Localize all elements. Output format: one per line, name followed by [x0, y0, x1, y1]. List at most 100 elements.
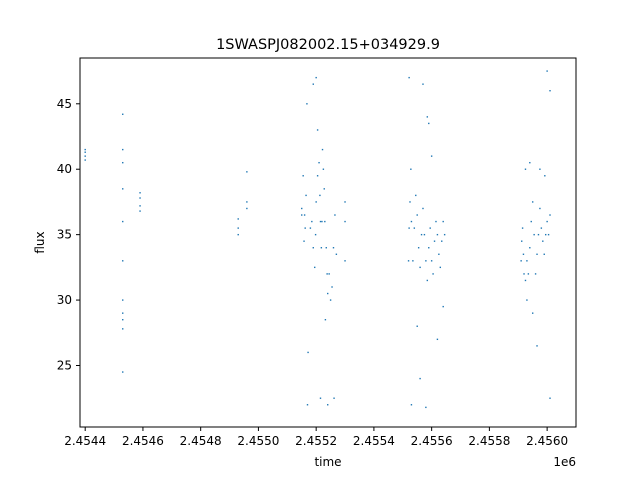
data-point	[246, 207, 248, 210]
data-point	[443, 233, 446, 236]
data-point	[320, 247, 323, 249]
data-point	[539, 207, 541, 210]
data-point	[344, 201, 346, 203]
data-point	[332, 247, 335, 249]
data-point	[334, 214, 336, 216]
x-axis-ticks: 2.4544 2.4546 2.4548 2.4550 2.4552 2.4554 2.45…	[64, 427, 568, 448]
data-point	[543, 253, 545, 255]
data-point	[428, 247, 430, 249]
data-point	[314, 266, 316, 269]
data-point	[237, 233, 239, 236]
data-point	[549, 397, 551, 399]
data-point	[546, 220, 548, 223]
x-tick-label: 2.4548	[180, 434, 222, 448]
data-point	[542, 240, 544, 242]
data-point	[442, 305, 444, 308]
data-point	[442, 220, 444, 223]
data-point	[84, 148, 86, 151]
data-point	[319, 220, 322, 223]
data-point	[409, 201, 411, 203]
x-tick-label: 2.4546	[122, 434, 164, 448]
y-tick-label: 35	[57, 228, 72, 242]
data-point	[84, 159, 86, 161]
data-point	[521, 240, 523, 242]
data-point	[302, 175, 304, 177]
data-point	[422, 83, 424, 85]
data-point	[529, 247, 531, 249]
data-point	[326, 273, 328, 275]
data-point	[322, 168, 325, 170]
data-point	[306, 404, 309, 406]
data-point	[533, 233, 535, 236]
data-point	[304, 227, 306, 229]
data-point	[534, 273, 537, 275]
x-tick-label: 2.4544	[64, 434, 106, 448]
data-point	[237, 218, 239, 220]
data-point	[407, 260, 410, 262]
data-point	[416, 214, 418, 216]
data-point	[318, 161, 320, 164]
data-point	[315, 76, 317, 79]
data-point	[522, 253, 525, 255]
data-point	[408, 76, 410, 79]
data-point	[311, 220, 313, 223]
data-point	[422, 207, 424, 210]
data-point	[417, 247, 420, 249]
data-point	[415, 194, 417, 197]
data-point	[314, 233, 317, 236]
data-point	[520, 260, 522, 262]
data-point	[527, 273, 530, 275]
data-point	[122, 188, 124, 190]
data-point	[319, 397, 322, 399]
data-point	[122, 220, 124, 223]
data-point	[312, 247, 314, 249]
x-tick-label: 2.4556	[411, 434, 453, 448]
data-point	[549, 90, 551, 92]
data-point	[323, 188, 325, 190]
data-point	[430, 260, 433, 262]
data-point	[139, 192, 141, 194]
data-point	[122, 161, 124, 164]
x-tick-label: 2.4550	[237, 434, 279, 448]
data-point	[438, 253, 440, 255]
y-axis-label: flux	[33, 231, 47, 253]
data-point	[329, 299, 332, 301]
data-point	[246, 201, 248, 203]
data-point	[408, 227, 410, 229]
data-point	[413, 227, 416, 229]
data-point	[536, 253, 538, 255]
x-tick-label: 2.4558	[468, 434, 510, 448]
data-point	[524, 168, 527, 170]
data-point	[439, 266, 442, 269]
data-point	[547, 233, 550, 236]
data-point	[122, 299, 124, 301]
data-point	[436, 233, 439, 236]
x-axis-offset-label: 1e6	[553, 455, 576, 469]
x-tick-label: 2.4560	[526, 434, 568, 448]
data-point	[420, 233, 423, 236]
data-point	[305, 194, 307, 197]
data-point	[333, 397, 335, 399]
data-point	[331, 286, 333, 288]
data-point	[237, 227, 239, 229]
data-point	[139, 210, 141, 212]
data-point	[309, 227, 312, 229]
data-point	[433, 240, 436, 242]
data-point	[324, 220, 326, 223]
data-point	[307, 351, 309, 354]
data-point	[416, 325, 418, 327]
data-point	[321, 220, 323, 223]
data-point	[426, 279, 429, 282]
x-axis-label: time	[314, 455, 341, 469]
data-point	[546, 70, 548, 72]
x-tick-label: 2.4552	[295, 434, 337, 448]
y-tick-label: 30	[57, 293, 72, 307]
data-point	[122, 148, 124, 151]
data-point	[537, 233, 540, 236]
data-point	[319, 194, 321, 197]
data-point	[426, 116, 429, 118]
data-point	[316, 175, 319, 177]
data-point	[430, 155, 433, 157]
